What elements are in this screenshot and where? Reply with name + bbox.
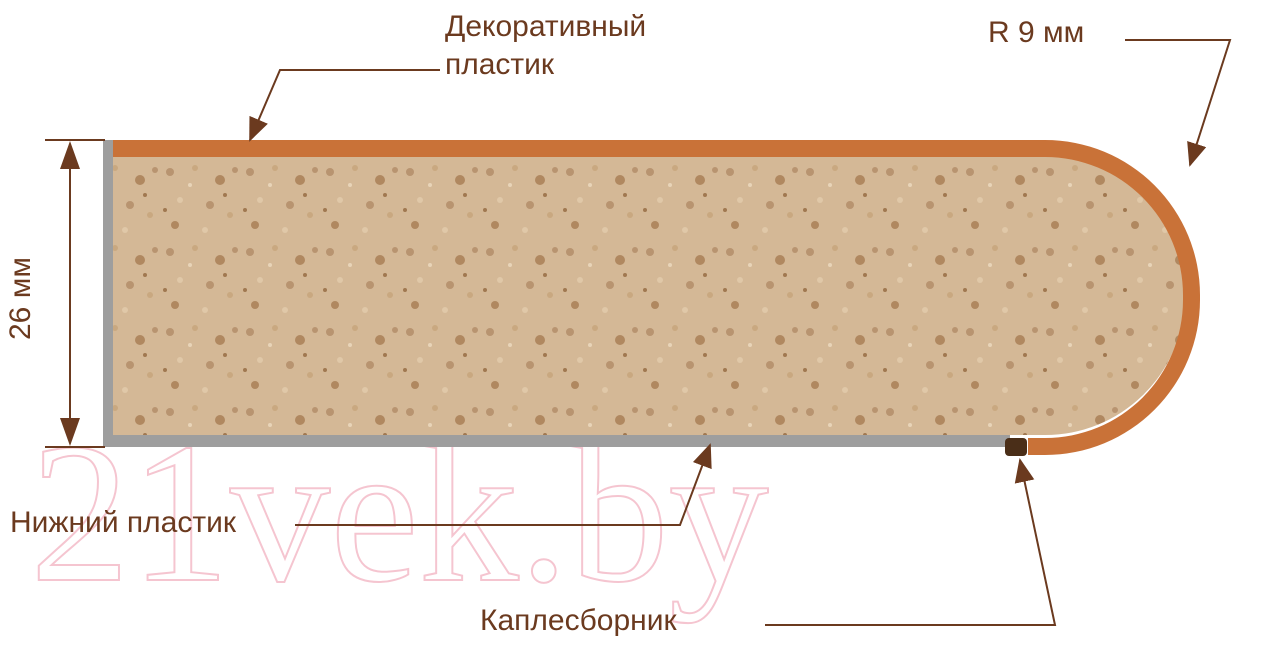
label-top-layer: Декоративный пластик [445, 8, 646, 83]
diagram-svg: 21vek.by [0, 0, 1264, 663]
core-fill [113, 155, 1185, 435]
label-top-layer-line1: Декоративный [445, 10, 646, 43]
drip-groove [1005, 438, 1027, 456]
label-top-layer-line2: пластик [445, 48, 554, 81]
label-thickness: 26 мм [4, 257, 38, 340]
label-drip-groove: Каплесборник [480, 604, 677, 638]
bottom-layer [108, 435, 1010, 447]
left-edge [103, 140, 113, 447]
leader-drip-groove [765, 460, 1055, 625]
label-bottom-layer: Нижний пластик [10, 506, 236, 540]
leader-top-layer [250, 70, 440, 140]
leader-radius [1125, 40, 1230, 165]
label-radius: R 9 мм [988, 16, 1084, 50]
